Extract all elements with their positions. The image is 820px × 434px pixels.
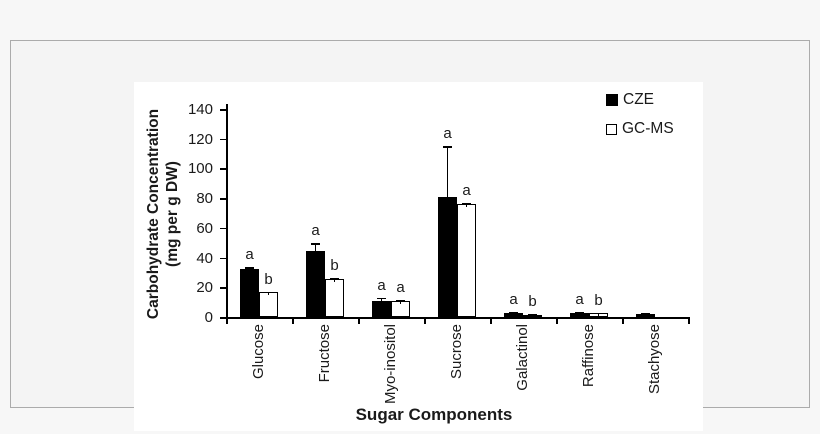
bar-cze-sucrose — [438, 196, 457, 317]
error-bar-cap — [245, 267, 254, 269]
y-tick-label: 40 — [196, 249, 213, 267]
sig-letter: a — [509, 291, 518, 309]
bar-cze-myo-inositol — [372, 301, 391, 317]
error-bar — [465, 202, 468, 208]
sig-letter: a — [396, 279, 405, 297]
error-bar — [314, 243, 317, 254]
x-tick-mark — [226, 318, 228, 324]
sig-letter: a — [377, 276, 386, 294]
x-tick-mark — [622, 318, 624, 324]
bar-gc-ms-fructose — [325, 279, 344, 317]
error-bar — [333, 278, 336, 283]
sig-letter: b — [528, 293, 537, 311]
figure-frame: Carbohydrate Concentration (mg per g DW)… — [10, 40, 810, 431]
x-tick-mark — [556, 318, 558, 324]
sig-letter: b — [264, 270, 273, 288]
bar-cze-glucose — [240, 269, 259, 317]
legend-label: GC-MS — [622, 120, 674, 137]
sig-letter: b — [330, 257, 339, 275]
error-bar-cap — [594, 312, 603, 315]
x-axis-line — [226, 317, 690, 319]
error-bar-cap — [528, 314, 537, 316]
x-tick-mark — [292, 318, 294, 324]
error-bar-cap — [330, 278, 339, 280]
y-tick-mark — [220, 287, 226, 289]
error-bar-cap — [509, 312, 518, 314]
y-axis-line — [226, 104, 228, 319]
y-tick-mark — [220, 138, 226, 141]
sig-letter: b — [594, 291, 603, 309]
x-tick-mark — [490, 318, 492, 324]
legend-swatch-icon — [606, 94, 618, 106]
error-bar — [380, 297, 383, 305]
error-bar — [531, 314, 534, 318]
y-tick-mark — [220, 257, 226, 260]
legend-item-cze: CZE — [606, 92, 674, 108]
y-tick-mark — [220, 168, 226, 170]
error-bar — [597, 312, 600, 317]
y-tick-label: 80 — [196, 190, 213, 208]
y-tick-label: 100 — [187, 160, 213, 178]
error-bar — [578, 311, 581, 316]
error-bar-cap — [264, 291, 273, 294]
y-tick-mark — [220, 227, 226, 230]
x-tick-mark — [424, 318, 426, 324]
error-bar — [399, 300, 402, 305]
legend: CZE GC-MS — [606, 92, 674, 137]
error-bar — [644, 313, 647, 318]
sig-letter: a — [443, 125, 452, 143]
sig-letter: a — [245, 246, 254, 264]
sig-letter: a — [462, 181, 471, 199]
legend-item-gc-ms: GC-MS — [606, 121, 674, 137]
y-tick-mark — [220, 317, 226, 319]
error-bar — [248, 267, 251, 273]
error-bar — [267, 291, 270, 296]
x-tick-mark — [358, 318, 360, 324]
error-bar — [512, 312, 515, 316]
y-tick-label: 0 — [204, 309, 213, 326]
error-bar — [446, 146, 449, 200]
error-bar-cap — [377, 297, 386, 300]
y-tick-label: 20 — [196, 279, 213, 297]
error-bar-cap — [641, 313, 650, 315]
error-bar-cap — [396, 300, 405, 302]
y-tick-label: 140 — [187, 101, 213, 118]
bar-gc-ms-sucrose — [457, 204, 476, 317]
error-bar-cap — [311, 243, 320, 245]
sig-letter: a — [311, 222, 320, 240]
error-bar-cap — [443, 146, 452, 148]
error-bar-cap — [575, 311, 584, 314]
bar-gc-ms-glucose — [259, 292, 278, 317]
y-tick-mark — [220, 109, 226, 111]
legend-label: CZE — [623, 91, 654, 108]
y-axis-title-line1: Carbohydrate Concentration — [145, 108, 162, 320]
chart-figure: Carbohydrate Concentration (mg per g DW)… — [134, 82, 703, 431]
y-tick-label: 60 — [196, 219, 213, 237]
error-bar-cap — [462, 202, 471, 205]
sig-letter: a — [575, 290, 584, 308]
bar-cze-fructose — [306, 250, 325, 317]
legend-swatch-icon — [606, 123, 617, 135]
x-tick-mark — [688, 318, 690, 324]
y-tick-mark — [220, 198, 226, 200]
y-tick-label: 120 — [187, 130, 213, 148]
